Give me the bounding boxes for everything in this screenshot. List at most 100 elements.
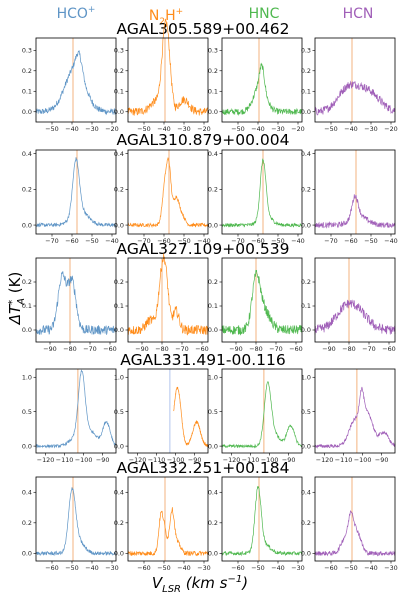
panel-frame bbox=[314, 368, 396, 454]
spectrum-line bbox=[221, 158, 303, 228]
x-tick-label: −60 bbox=[344, 237, 358, 245]
x-tick-label: −50 bbox=[344, 564, 358, 572]
x-tick-label: −80 bbox=[249, 345, 263, 353]
panel-frame bbox=[127, 368, 209, 454]
x-tick-label: −60 bbox=[157, 237, 171, 245]
x-tick-label: −40 bbox=[85, 564, 99, 572]
y-tick-label: 0.0 bbox=[114, 326, 124, 334]
panel: −70 −60 −50 −40 0.0 0.2 0.4 bbox=[114, 149, 211, 245]
x-tick-label: −110 bbox=[148, 456, 166, 464]
y-tick-label: 0.1 bbox=[22, 302, 32, 310]
x-tick-label: −20 bbox=[291, 125, 305, 133]
x-tick-label: −70 bbox=[83, 345, 97, 353]
panel: −60 −50 −40 −30 0.0 0.2 0.4 bbox=[301, 476, 398, 572]
x-tick-label: −90 bbox=[282, 456, 296, 464]
x-tick-label: −40 bbox=[364, 564, 378, 572]
x-tick-label: −90 bbox=[229, 345, 243, 353]
x-tick-label: −50 bbox=[85, 237, 99, 245]
x-tick-label: −70 bbox=[137, 237, 151, 245]
column-header-hcop: HCO+ bbox=[57, 5, 96, 22]
y-tick-label: 0.2 bbox=[301, 186, 311, 194]
spectrum-line bbox=[127, 253, 209, 336]
spectrum-line bbox=[221, 485, 303, 557]
x-tick-label: −20 bbox=[384, 125, 398, 133]
spectrum-line bbox=[314, 386, 396, 449]
x-tick-label: −60 bbox=[251, 237, 265, 245]
y-tick-label: 0.0 bbox=[22, 221, 32, 229]
x-tick-label: −60 bbox=[65, 237, 79, 245]
y-tick-label: 1.0 bbox=[114, 373, 124, 381]
x-tick-label: −30 bbox=[85, 125, 99, 133]
x-tick-label: −100 bbox=[261, 456, 279, 464]
y-tick-label: 0.4 bbox=[208, 488, 218, 496]
y-tick-label: 0.2 bbox=[301, 278, 311, 286]
y-tick-label: 0.3 bbox=[22, 46, 32, 54]
x-tick-label: −50 bbox=[177, 237, 191, 245]
x-tick-label: −40 bbox=[271, 564, 285, 572]
y-tick-label: 0.0 bbox=[208, 221, 218, 229]
y-tick-label: 0.1 bbox=[208, 302, 218, 310]
panel: −60 −50 −40 −30 0.0 0.2 0.4 bbox=[208, 476, 305, 572]
panel-frame bbox=[35, 476, 117, 562]
x-tick-label: −30 bbox=[271, 125, 285, 133]
y-tick-label: 0.2 bbox=[22, 67, 32, 75]
x-tick-label: −50 bbox=[231, 125, 245, 133]
y-tick-label: 0.0 bbox=[22, 442, 32, 450]
y-tick-label: 0.0 bbox=[208, 108, 218, 116]
panel-frame bbox=[314, 476, 396, 562]
panel-frame bbox=[127, 257, 209, 343]
spectrum-line bbox=[314, 510, 396, 557]
panel-frame bbox=[221, 37, 303, 123]
x-tick-label: −30 bbox=[197, 564, 211, 572]
y-tick-label: 0.2 bbox=[301, 519, 311, 527]
y-tick-label: 0.5 bbox=[114, 408, 124, 416]
spectra-row: AGAL331.491-00.116−120 −110 −100 −900.00.51… bbox=[22, 351, 396, 464]
y-tick-label: 1.0 bbox=[22, 373, 32, 381]
y-tick-label: 0.3 bbox=[301, 46, 311, 54]
y-tick-label: 0.4 bbox=[114, 150, 124, 158]
x-tick-label: −70 bbox=[231, 237, 245, 245]
spectrum-line bbox=[35, 487, 117, 557]
x-tick-label: −30 bbox=[364, 125, 378, 133]
y-tick-label: 0.0 bbox=[22, 108, 32, 116]
spectrum-line bbox=[314, 194, 396, 229]
y-tick-label: 0.5 bbox=[301, 408, 311, 416]
x-tick-label: −40 bbox=[177, 564, 191, 572]
x-tick-label: −120 bbox=[316, 456, 334, 464]
y-tick-label: 0.0 bbox=[301, 108, 311, 116]
x-tick-label: −80 bbox=[63, 345, 77, 353]
panel-frame bbox=[221, 368, 303, 454]
x-tick-label: −70 bbox=[175, 345, 189, 353]
y-tick-label: 0.0 bbox=[208, 550, 218, 558]
x-tick-label: −50 bbox=[137, 125, 151, 133]
y-tick-label: 0.0 bbox=[114, 221, 124, 229]
spectra-row: AGAL332.251+00.184−60 −50 −40 −300.00.20.4−… bbox=[22, 459, 398, 572]
x-tick-label: −40 bbox=[291, 237, 305, 245]
y-tick-label: 0.1 bbox=[301, 302, 311, 310]
x-tick-label: −40 bbox=[65, 125, 79, 133]
panel-frame bbox=[35, 149, 117, 235]
x-tick-label: −100 bbox=[167, 456, 185, 464]
source-title: AGAL331.491-00.116 bbox=[120, 351, 286, 369]
spectrum-line bbox=[221, 269, 303, 336]
spectrum-line bbox=[35, 271, 117, 335]
x-tick-label: −40 bbox=[384, 237, 398, 245]
y-tick-label: 0.2 bbox=[208, 519, 218, 527]
x-tick-label: −60 bbox=[45, 564, 59, 572]
y-tick-label: 0.0 bbox=[22, 550, 32, 558]
y-tick-label: 0.0 bbox=[114, 108, 124, 116]
y-tick-label: 0.0 bbox=[301, 550, 311, 558]
x-tick-label: −100 bbox=[354, 456, 372, 464]
column-header-hnc: HNC bbox=[249, 6, 280, 22]
x-tick-label: −120 bbox=[37, 456, 55, 464]
panel: −50 −40 −30 −20 0.0 0.1 0.2 0.3 bbox=[301, 37, 398, 133]
x-tick-label: −90 bbox=[135, 345, 149, 353]
x-tick-label: −40 bbox=[344, 125, 358, 133]
y-tick-label: 0.5 bbox=[208, 408, 218, 416]
panel-frame bbox=[35, 368, 117, 454]
spectra-rows: AGAL305.589+00.462 −50 −40 −30 −20 0.0 0.1 0.2 0… bbox=[22, 18, 398, 572]
x-tick-label: −100 bbox=[75, 456, 93, 464]
spectrum-line bbox=[35, 49, 117, 116]
x-tick-label: −90 bbox=[188, 456, 202, 464]
y-axis-label: ΔT*A (K) bbox=[6, 272, 27, 326]
